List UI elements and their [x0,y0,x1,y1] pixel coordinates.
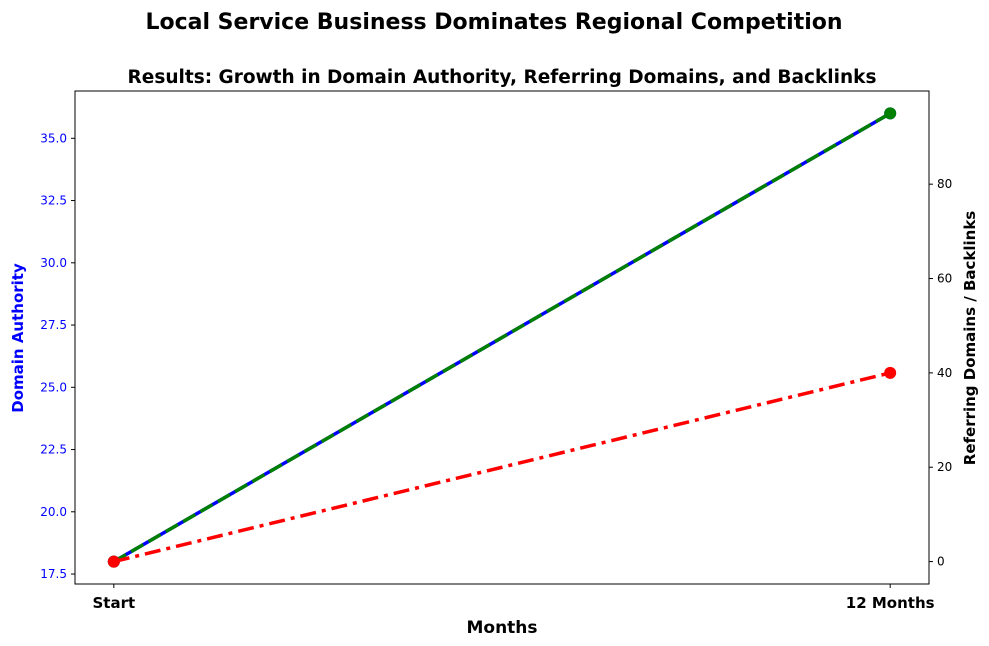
series-line-2 [113,371,891,564]
y-right-tick-label: 0 [937,555,945,569]
series-line-1 [112,111,892,564]
series-point-2 [884,366,897,379]
y-left-tick-label: 27.5 [40,318,67,332]
y-left-tick-label: 22.5 [40,443,67,457]
y-right-tick-label: 40 [937,366,952,380]
y-axis-left-label: Domain Authority [9,263,27,413]
y-left-tick-label: 35.0 [40,131,67,145]
series-point-1 [884,107,897,120]
chart-title: Results: Growth in Domain Authority, Ref… [128,67,877,88]
x-tick-label: 12 Months [846,594,935,612]
y-axis-right-label: Referring Domains / Backlinks [961,211,979,466]
y-left-tick-label: 32.5 [40,194,67,208]
series-point-2 [107,555,120,568]
x-axis-label: Months [466,618,537,638]
y-left-tick-label: 20.0 [40,505,67,519]
chart-suptitle: Local Service Business Dominates Regiona… [145,10,842,35]
y-right-tick-label: 60 [937,272,952,286]
y-left-tick-label: 25.0 [40,380,67,394]
plot-frame [74,90,930,585]
x-tick-label: Start [92,594,135,612]
y-left-tick-label: 30.0 [40,256,67,270]
y-right-tick-label: 20 [937,460,952,474]
y-left-tick-label: 17.5 [40,567,67,581]
y-right-tick-label: 80 [937,177,952,191]
